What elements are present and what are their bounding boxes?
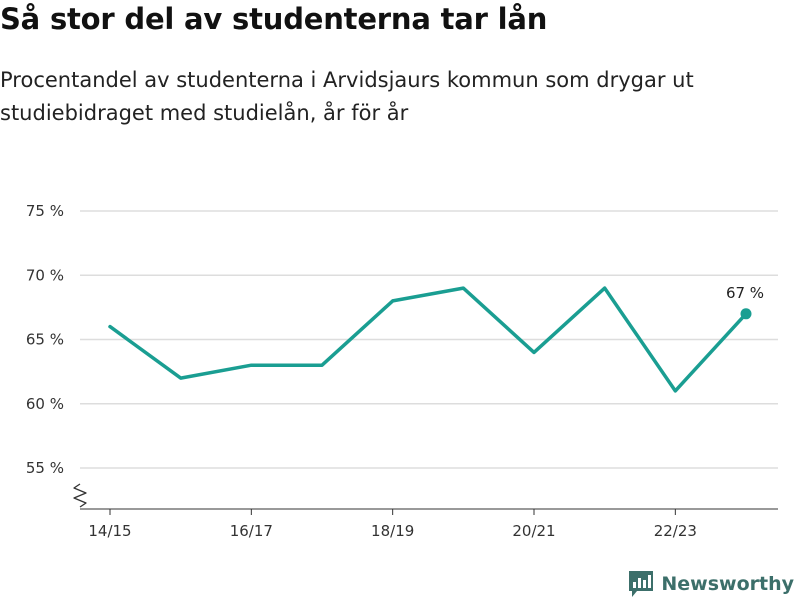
y-axis-labels: 55 % 60 % 65 % 70 % 75 %	[26, 202, 64, 477]
chart-subtitle: Procentandel av studenterna i Arvidsjaur…	[0, 68, 694, 125]
x-tick-label: 22/23	[654, 522, 697, 540]
newsworthy-logo: Newsworthy	[628, 570, 794, 598]
end-value-label: 67 %	[726, 284, 764, 302]
axis-break-icon	[73, 483, 87, 508]
x-tick-label: 18/19	[371, 522, 414, 540]
chart-title: Så stor del av studenterna tar lån	[0, 2, 548, 36]
x-tick-label: 20/21	[512, 522, 555, 540]
y-tick-label: 65 %	[26, 331, 64, 349]
y-tick-label: 75 %	[26, 202, 64, 220]
brand-name: Newsworthy	[661, 573, 794, 595]
series-layer	[108, 286, 752, 393]
x-axis: 14/15 16/17 18/19 20/21 22/23	[73, 483, 778, 540]
series-line	[108, 286, 748, 393]
last-point-marker	[740, 308, 752, 320]
newsworthy-logo-icon	[629, 571, 654, 597]
y-tick-label: 70 %	[26, 266, 64, 284]
x-tick-label: 14/15	[88, 522, 131, 540]
x-tick-label: 16/17	[230, 522, 273, 540]
y-tick-label: 55 %	[26, 459, 64, 477]
y-tick-label: 60 %	[26, 395, 64, 413]
gridlines	[80, 210, 778, 469]
annotations: 67 %	[726, 284, 764, 302]
